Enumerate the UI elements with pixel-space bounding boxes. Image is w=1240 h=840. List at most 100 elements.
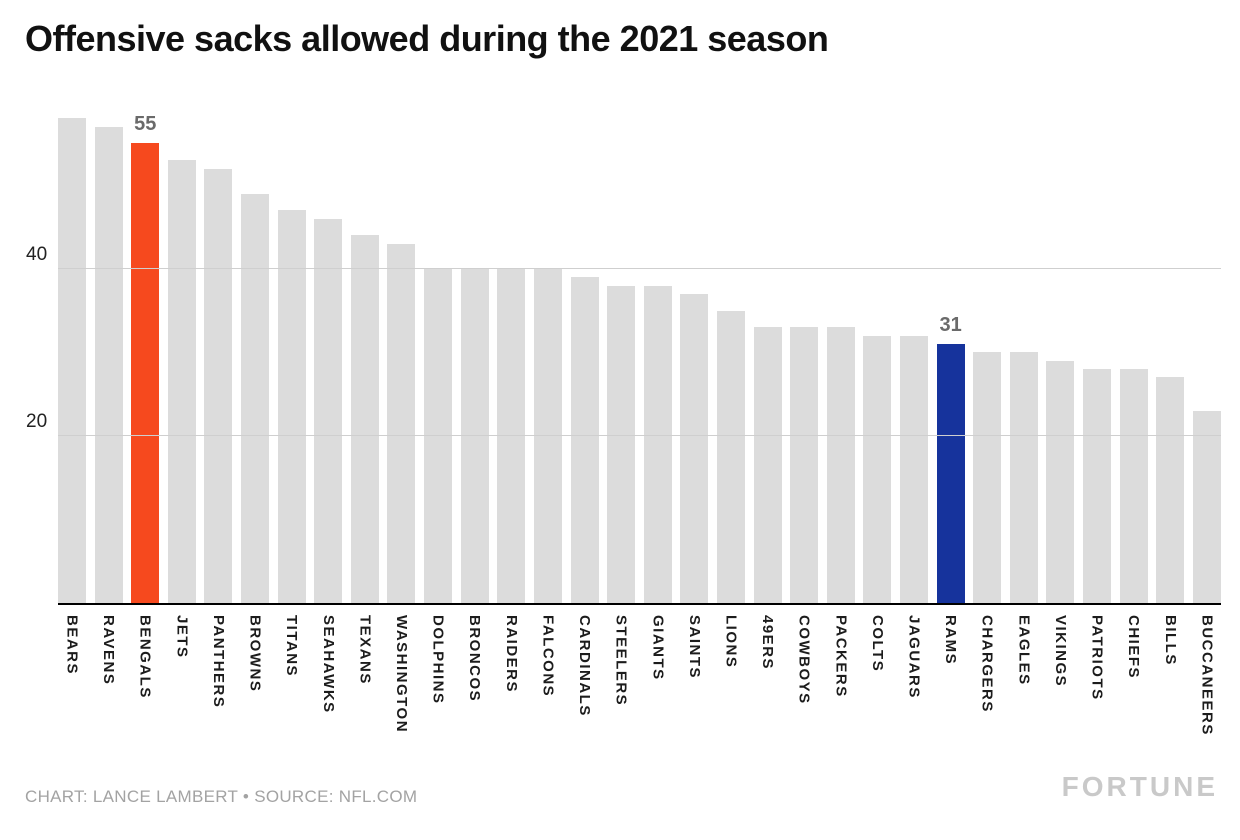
team-label-jaguars: JAGUARS [905,615,923,699]
bar-rams [936,344,965,603]
bar-cowboys [790,327,819,603]
x-label-cell-chargers: CHARGERS [973,615,1001,736]
bar-colts [863,335,892,603]
bar-column-cowboys [790,95,819,603]
bar-49ers [753,327,782,603]
team-label-chiefs: CHIEFS [1125,615,1143,680]
bar-eagles [1009,352,1038,603]
x-label-cell-rams: RAMS [937,615,965,736]
y-tick-label-40: 40 [26,243,48,265]
x-label-cell-steelers: STEELERS [607,615,635,736]
x-label-cell-buccaneers: BUCCANEERS [1193,615,1221,736]
team-label-panthers: PANTHERS [209,615,227,709]
bar-column-49ers [753,95,782,603]
team-label-saints: SAINTS [685,615,703,680]
x-label-cell-dolphins: DOLPHINS [424,615,452,736]
x-label-cell-bengals: BENGALS [131,615,159,736]
bar-column-jaguars [900,95,929,603]
bar-column-colts [863,95,892,603]
team-label-ravens: RAVENS [100,615,118,686]
bar-column-panthers [204,95,233,603]
bar-column-raiders [497,95,526,603]
bar-ravens [94,126,123,603]
x-label-cell-bears: BEARS [58,615,86,736]
bar-column-bills [1156,95,1185,603]
x-label-cell-jaguars: JAGUARS [900,615,928,736]
bar-column-chiefs [1119,95,1148,603]
bar-column-bears [58,95,86,603]
bar-column-eagles [1009,95,1038,603]
team-label-seahawks: SEAHAWKS [319,615,337,714]
x-axis-labels: BEARS RAVENS BENGALS JETS PANTHERS BROWNS TITA… [58,615,1221,736]
bar-column-lions [716,95,745,603]
bar-bengals [131,143,160,603]
bar-column-broncos [460,95,489,603]
bar-titans [277,210,306,603]
team-label-eagles: EAGLES [1015,615,1033,686]
chart-title: Offensive sacks allowed during the 2021 … [25,18,829,59]
bar-bills [1156,377,1185,603]
bar-column-ravens [94,95,123,603]
team-label-packers: PACKERS [832,615,850,698]
bar-column-saints [680,95,709,603]
team-label-washington: WASHINGTON [392,615,410,734]
x-label-cell-chiefs: CHIEFS [1120,615,1148,736]
team-label-dolphins: DOLPHINS [429,615,447,705]
team-label-vikings: VIKINGS [1051,615,1069,688]
team-label-cardinals: CARDINALS [576,615,594,717]
team-label-chargers: CHARGERS [978,615,996,713]
x-label-cell-seahawks: SEAHAWKS [314,615,342,736]
bar-bears [58,118,86,603]
bar-steelers [607,285,636,603]
bar-column-falcons [533,95,562,603]
bar-column-seahawks [314,95,343,603]
x-label-cell-ravens: RAVENS [95,615,123,736]
team-label-patriots: PATRIOTS [1088,615,1106,701]
bar-cardinals [570,277,599,603]
bar-chiefs [1119,369,1148,603]
bar-vikings [1046,360,1075,603]
team-label-bengals: BENGALS [136,615,154,699]
team-label-browns: BROWNS [246,615,264,693]
x-label-cell-titans: TITANS [278,615,306,736]
bar-packers [826,327,855,603]
gridline-20 [58,434,1221,436]
bar-jets [167,160,196,603]
team-label-49ers: 49ERS [759,615,777,671]
bar-washington [387,243,416,603]
bar-texans [350,235,379,603]
team-label-bills: BILLS [1161,615,1179,666]
bar-browns [241,193,270,603]
y-tick-label-20: 20 [26,410,48,432]
x-label-cell-broncos: BRONCOS [461,615,489,736]
team-label-giants: GIANTS [649,615,667,681]
team-label-broncos: BRONCOS [466,615,484,703]
bar-column-buccaneers [1192,95,1221,603]
bar-column-patriots [1083,95,1112,603]
plot-area: 55 31 [58,95,1221,605]
x-label-cell-browns: BROWNS [241,615,269,736]
bar-giants [643,285,672,603]
team-label-rams: RAMS [942,615,960,666]
bar-column-jets [167,95,196,603]
x-label-cell-panthers: PANTHERS [204,615,232,736]
team-label-texans: TEXANS [356,615,374,685]
team-label-cowboys: COWBOYS [795,615,813,705]
team-label-titans: TITANS [283,615,301,678]
x-label-cell-lions: LIONS [717,615,745,736]
bar-jaguars [900,335,929,603]
data-label-bengals: 55 [134,113,157,136]
bar-column-vikings [1046,95,1075,603]
team-label-lions: LIONS [722,615,740,669]
team-label-bears: BEARS [63,615,81,676]
bar-buccaneers [1192,410,1221,603]
x-label-cell-packers: PACKERS [827,615,855,736]
bar-column-giants [643,95,672,603]
x-label-cell-giants: GIANTS [644,615,672,736]
bar-patriots [1083,369,1112,603]
x-label-cell-cowboys: COWBOYS [790,615,818,736]
bar-chargers [973,352,1002,603]
team-label-steelers: STEELERS [612,615,630,707]
bar-column-texans [350,95,379,603]
